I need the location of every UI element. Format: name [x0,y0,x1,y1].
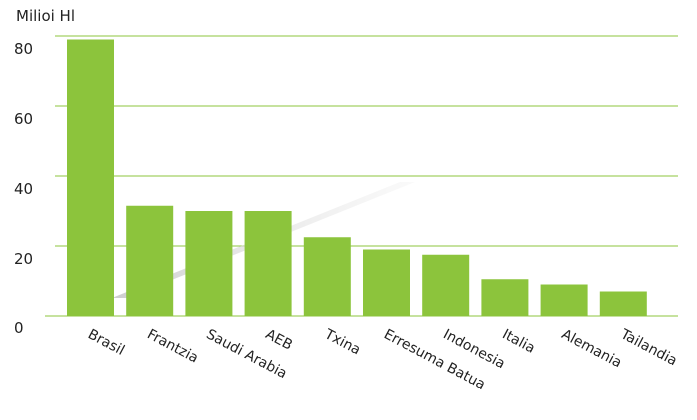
bar [126,206,173,316]
bar [363,250,410,317]
y-axis-label: Milioi Hl [16,7,75,25]
bar [481,279,528,316]
bar [67,40,114,317]
bar [541,285,588,317]
bar [600,292,647,317]
y-tick-label: 20 [14,250,33,268]
bar [185,211,232,316]
x-tick-label: Erresuma Batua [381,326,488,393]
x-tick-label: Frantzia [144,326,201,366]
y-tick-label: 40 [14,180,33,198]
x-tick-label: Italia [500,326,538,356]
x-tick-label: AEB [263,326,295,353]
y-tick-label: 0 [14,319,24,337]
y-tick-labels: 0 20 40 60 80 [14,40,33,337]
bar [245,211,292,316]
x-tick-label: Brasil [85,326,127,358]
x-tick-label: Alemania [559,326,624,371]
y-tick-label: 60 [14,110,33,128]
bar [422,255,469,316]
bars [67,40,647,317]
x-tick-label: Txina [321,326,363,359]
bar [304,237,351,316]
y-tick-label: 80 [14,40,33,58]
x-tick-label: Tailandia [617,326,680,369]
